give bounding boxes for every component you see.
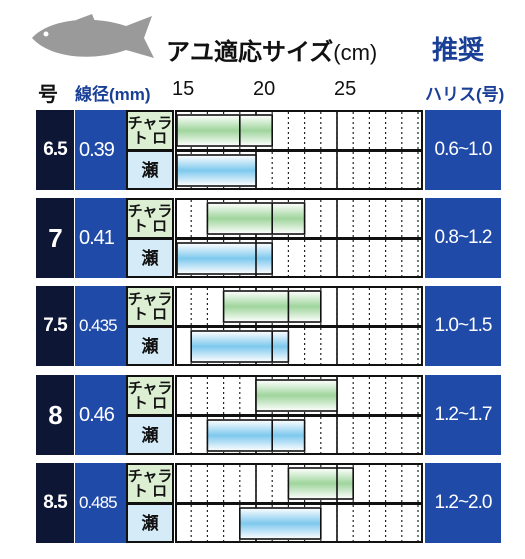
range-track — [175, 150, 423, 190]
x-tick-label: 15 — [171, 78, 195, 100]
water-type-chara-toro: チャラ ト ロ — [126, 286, 174, 327]
recommended-line: 1.2~1.7 — [425, 375, 501, 455]
range-track — [175, 503, 423, 543]
hook-number: 6.5 — [36, 110, 74, 190]
x-tick-label: 25 — [333, 78, 357, 100]
range-bar-se — [190, 330, 290, 363]
size-row: 8.5 0.485 チャラ ト ロ瀬 1.2~2.0 — [36, 463, 501, 543]
size-row: 8 0.46 チャラ ト ロ瀬 1.2~1.7 — [36, 375, 501, 455]
range-track — [175, 238, 423, 278]
water-type-chara-toro: チャラ ト ロ — [126, 110, 174, 151]
size-row: 7 0.41 チャラ ト ロ瀬 0.8~1.2 — [36, 198, 501, 278]
recommend-title: 推奨 — [432, 35, 485, 65]
hook-number: 7 — [36, 198, 74, 278]
water-type-chara-toro: チャラ ト ロ — [126, 463, 174, 504]
size-row: 7.5 0.435 チャラ ト ロ瀬 1.0~1.5 — [36, 286, 501, 366]
size-row: 6.5 0.39 チャラ ト ロ瀬 0.6~1.0 — [36, 110, 501, 190]
range-bar-chara-toro — [255, 379, 338, 412]
water-type-se: 瀬 — [126, 503, 174, 543]
chart-title: アユ適応サイズ(cm) — [166, 39, 378, 66]
x-tick-label: 20 — [252, 78, 276, 100]
range-track — [175, 198, 423, 239]
recommended-line: 1.0~1.5 — [425, 286, 501, 366]
hook-number: 8.5 — [36, 463, 74, 543]
recommended-line: 1.2~2.0 — [425, 463, 501, 543]
water-type-chara-toro: チャラ ト ロ — [126, 375, 174, 416]
water-type-se: 瀬 — [126, 150, 174, 190]
header-diameter: 線径(mm) — [75, 85, 151, 104]
water-type-se: 瀬 — [126, 326, 174, 366]
range-bar-chara-toro — [287, 467, 355, 500]
header-number: 号 — [38, 84, 58, 106]
water-type-chara-toro: チャラ ト ロ — [126, 198, 174, 239]
header-line: ハリス(号) — [425, 85, 505, 104]
range-bar-chara-toro — [222, 290, 322, 323]
fish-icon — [32, 14, 154, 58]
range-bar-chara-toro — [206, 202, 306, 235]
water-type-se: 瀬 — [126, 415, 174, 455]
hook-number: 7.5 — [36, 286, 74, 366]
range-track — [175, 415, 423, 455]
range-bar-chara-toro — [177, 114, 273, 147]
range-bar-se — [177, 154, 257, 187]
recommended-line: 0.6~1.0 — [425, 110, 501, 190]
range-track — [175, 326, 423, 366]
range-bar-se — [238, 507, 322, 540]
range-track — [175, 463, 423, 504]
recommended-line: 0.8~1.2 — [425, 198, 501, 278]
range-track — [175, 110, 423, 151]
hook-number: 8 — [36, 375, 74, 455]
water-type-se: 瀬 — [126, 238, 174, 278]
range-track — [175, 286, 423, 327]
range-bar-se — [177, 242, 273, 275]
range-bar-se — [206, 419, 306, 452]
range-track — [175, 375, 423, 416]
